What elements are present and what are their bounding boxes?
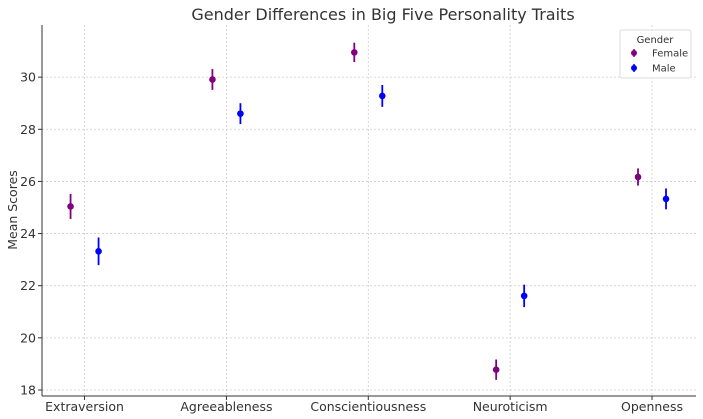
legend-label: Female — [652, 49, 688, 60]
data-point — [209, 76, 216, 83]
legend-marker — [631, 50, 637, 56]
y-tick-label: 20 — [20, 330, 36, 345]
y-tick-label: 26 — [20, 174, 36, 189]
legend-box — [619, 29, 692, 79]
x-tick-label: Extraversion — [45, 399, 124, 414]
data-point — [95, 248, 102, 255]
legend-title: Gender — [637, 35, 675, 46]
y-tick-label: 22 — [20, 278, 36, 293]
y-tick-label: 30 — [20, 70, 36, 85]
x-tick-label: Agreeableness — [180, 399, 272, 414]
data-point — [378, 92, 386, 100]
data-point — [662, 195, 670, 203]
legend-marker — [631, 65, 637, 71]
data-point — [237, 110, 244, 117]
x-tick-label: Neuroticism — [473, 399, 548, 414]
legend-items: Female Male — [631, 49, 688, 75]
ticks: 18 20 22 24 26 28 30 Extraversion Agreeableness C… — [20, 70, 683, 414]
data-point — [520, 292, 528, 300]
marks — [67, 42, 670, 380]
y-tick-label: 24 — [20, 226, 36, 241]
grid — [42, 25, 696, 396]
data-point — [634, 173, 642, 181]
legend-label: Male — [652, 64, 676, 75]
x-tick-label: Openness — [621, 399, 683, 414]
y-axis-label: Mean Scores — [5, 170, 20, 250]
y-tick-label: 18 — [20, 383, 36, 398]
chart-title: Gender Differences in Big Five Personali… — [191, 5, 574, 24]
x-tick-label: Conscientiousness — [310, 399, 426, 414]
legend: Gender Female Male — [619, 29, 692, 79]
data-point — [492, 366, 500, 373]
data-point — [350, 49, 358, 56]
data-point — [67, 203, 74, 210]
y-tick-label: 28 — [20, 122, 36, 137]
